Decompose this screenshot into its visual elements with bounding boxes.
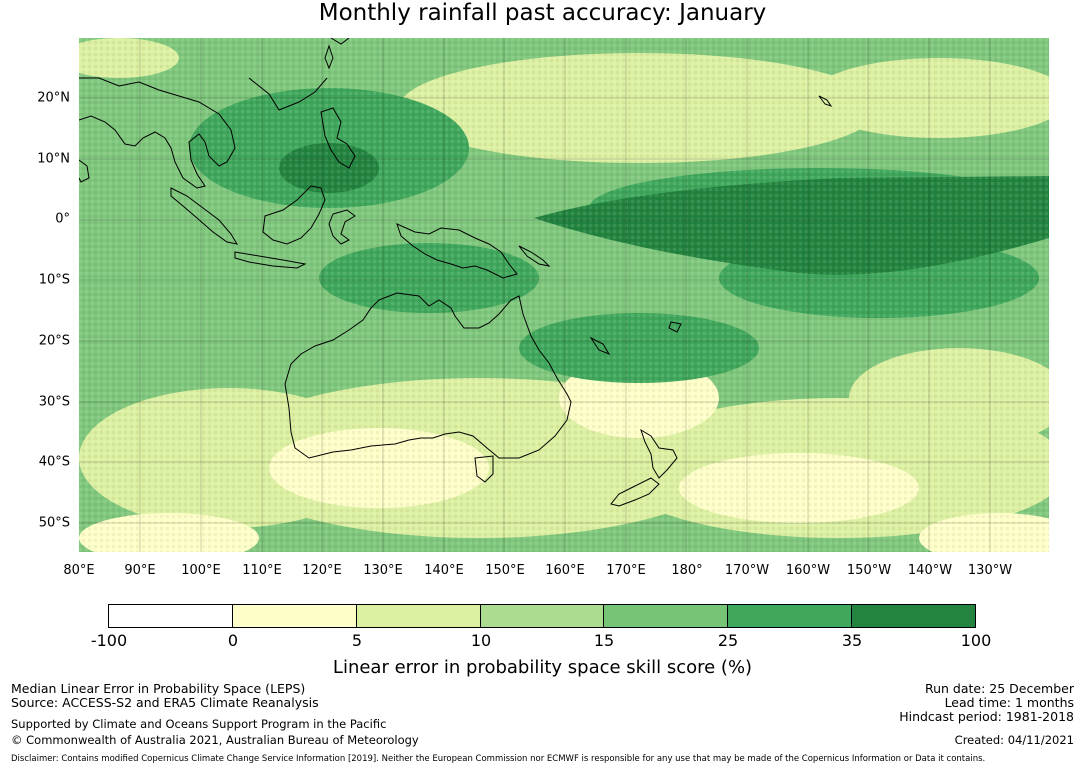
new-guinea-coastline [396, 223, 518, 279]
colorbar-segment [232, 605, 357, 627]
fiji-coastline [668, 321, 682, 333]
support-text: Supported by Climate and Oceans Support … [11, 717, 387, 731]
colorbar-tick: 35 [841, 631, 863, 650]
colorbar-segment [604, 605, 729, 627]
japan-coastline [330, 38, 350, 45]
colorbar-tick: 5 [351, 631, 363, 650]
sulawesi-coastline [328, 209, 356, 245]
australia-coastline [284, 292, 572, 459]
colorbar-label: Linear error in probability space skill … [332, 657, 753, 678]
graticule [79, 38, 1049, 552]
method-text: Median Linear Error in Probability Space… [11, 681, 306, 696]
created-text: Created: 04/11/2021 [954, 733, 1074, 747]
colorbar-segment [356, 605, 481, 627]
taiwan-coastline [324, 44, 334, 70]
philippines-coastline [320, 107, 356, 169]
java-coastline [234, 251, 307, 269]
colorbar [108, 604, 976, 628]
lat-label-10n: 10°N [37, 151, 70, 167]
lon-label-180: 180° [671, 563, 703, 578]
lat-label-40s: 40°S [38, 454, 70, 470]
hawaii-coastline [818, 95, 833, 107]
colorbar-tick: 100 [960, 631, 992, 650]
lon-label-110e: 110°E [242, 563, 282, 578]
map-canvas [79, 38, 1049, 552]
lon-label-130e: 130°E [363, 563, 403, 578]
lon-label-130w: 130°W [967, 563, 1013, 578]
colorbar-tick: 10 [470, 631, 492, 650]
lat-label-30s: 30°S [38, 394, 70, 410]
solomon-islands-coastline [518, 245, 551, 267]
map-title: Monthly rainfall past accuracy: January [318, 0, 767, 26]
lon-label-140w: 140°W [907, 563, 953, 578]
lon-label-140e: 140°E [424, 563, 464, 578]
lon-label-160w: 160°W [785, 563, 831, 578]
lon-label-90e: 90°E [124, 563, 156, 578]
lon-label-160e: 160°E [545, 563, 585, 578]
colorbar-segment [728, 605, 853, 627]
new-zealand-north-coastline [640, 428, 678, 479]
lon-label-120e: 120°E [302, 563, 342, 578]
lead-time-text: Lead time: 1 months [944, 695, 1074, 710]
colorbar-tick: -100 [90, 631, 128, 650]
lat-label-20s: 20°S [38, 333, 70, 349]
mainland-asia-coastline [79, 77, 236, 189]
tasmania-coastline [474, 455, 494, 483]
colorbar-segment [480, 605, 605, 627]
run-date-text: Run date: 25 December [924, 681, 1074, 696]
source-text: Source: ACCESS-S2 and ERA5 Climate Reana… [11, 695, 319, 710]
new-caledonia-coastline [589, 336, 611, 356]
skill-score-map [79, 38, 1049, 552]
lon-label-150w: 150°W [846, 563, 892, 578]
disclaimer-text: Disclaimer: Contains modified Copernicus… [11, 754, 986, 764]
lon-label-100e: 100°E [181, 563, 221, 578]
lat-label-50s: 50°S [38, 515, 70, 531]
sri-lanka-coastline [79, 159, 90, 183]
sumatra-coastline [170, 187, 239, 245]
colorbar-segment [109, 605, 233, 627]
china-coastline [248, 77, 328, 111]
lat-label-0: 0° [55, 211, 70, 227]
lon-label-80e: 80°E [63, 563, 95, 578]
lon-label-170e: 170°E [606, 563, 646, 578]
colorbar-segment [852, 605, 976, 627]
lat-label-20n: 20°N [37, 90, 70, 106]
lat-label-10s: 10°S [38, 272, 70, 288]
colorbar-tick: 25 [717, 631, 739, 650]
lon-label-170w: 170°W [724, 563, 770, 578]
hindcast-text: Hindcast period: 1981-2018 [899, 709, 1074, 724]
borneo-coastline [262, 185, 326, 245]
colorbar-tick: 15 [593, 631, 615, 650]
new-zealand-south-coastline [610, 477, 660, 507]
colorbar-tick: 0 [227, 631, 239, 650]
lon-label-150e: 150°E [485, 563, 525, 578]
copyright-text: © Commonwealth of Australia 2021, Austra… [11, 733, 419, 747]
coastlines [79, 38, 833, 507]
